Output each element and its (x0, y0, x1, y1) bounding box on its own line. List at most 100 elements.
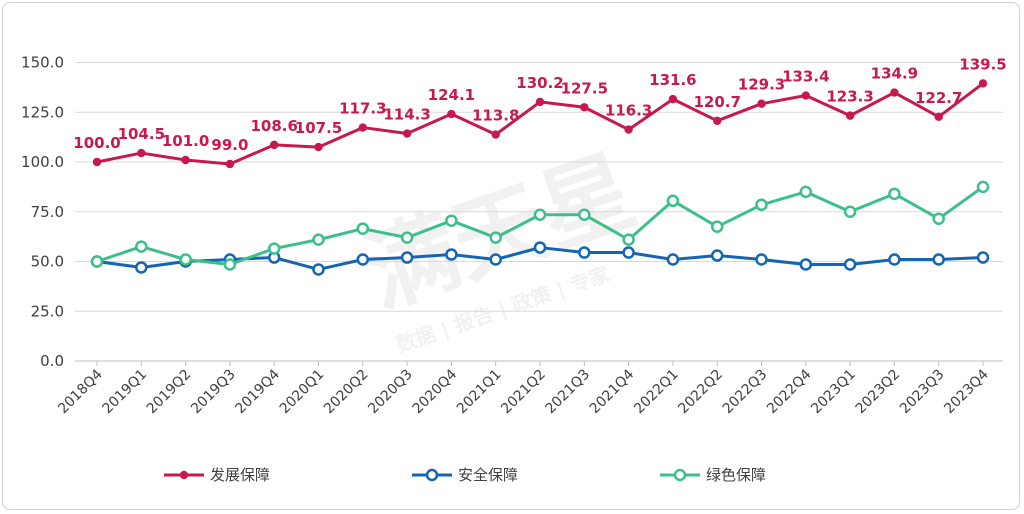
data-label: 104.5 (118, 125, 165, 143)
series-2-point (932, 212, 945, 225)
data-label: 124.1 (428, 86, 475, 104)
series-1-point (799, 258, 813, 271)
series-2-point (445, 214, 458, 227)
series-0-point (447, 109, 456, 119)
y-tick-label: 100.0 (21, 153, 64, 171)
data-label: 101.0 (162, 132, 209, 150)
data-label: 114.3 (383, 106, 430, 124)
series-0-point (314, 142, 323, 152)
data-label: 129.3 (738, 76, 785, 94)
series-lines (90, 79, 990, 276)
series-2-point (578, 208, 591, 221)
series-2-point (400, 231, 414, 244)
data-label: 99.0 (211, 136, 248, 154)
series-0-point (668, 94, 678, 104)
x-tick-label: 2022Q3 (720, 367, 771, 418)
x-tick-label: 2020Q2 (321, 367, 372, 418)
series-1-point (356, 253, 370, 266)
series-2-point (799, 185, 813, 199)
series-0-point (358, 123, 367, 132)
legend-label-0: 发展保障 (210, 466, 270, 484)
x-tick-label: 2021Q2 (498, 367, 549, 418)
series-1-point (932, 253, 945, 266)
x-tick-label: 2020Q1 (277, 367, 328, 418)
data-label: 133.4 (782, 68, 829, 86)
x-tick-label: 2019Q1 (100, 367, 151, 418)
data-label: 127.5 (561, 79, 608, 97)
series-2-point (710, 220, 724, 233)
series-1-point (312, 263, 325, 276)
x-tick-label: 2021Q3 (543, 367, 594, 418)
series-0-point (890, 88, 899, 97)
x-tick-label: 2022Q2 (675, 367, 726, 418)
data-label: 123.3 (826, 88, 873, 106)
series-0-point (92, 157, 102, 167)
y-tick-label: 150.0 (21, 54, 64, 72)
series-0-point (978, 79, 988, 88)
x-tick-label: 2020Q4 (410, 366, 461, 417)
series-0-point (845, 111, 855, 120)
legend-marker (673, 468, 687, 482)
series-0-point (225, 159, 235, 169)
series-2-point (179, 253, 192, 266)
series-0-point (934, 112, 943, 122)
data-label: 108.6 (250, 117, 297, 135)
data-label: 107.5 (295, 119, 342, 137)
data-label: 139.5 (959, 55, 1006, 73)
series-0-point (491, 130, 500, 139)
data-label: 116.3 (605, 102, 652, 120)
data-label: 134.9 (871, 65, 918, 83)
series-2-point (976, 180, 990, 194)
series-2-point (533, 208, 547, 221)
x-tick-label: 2019Q3 (188, 367, 239, 418)
x-tick-label: 2019Q2 (144, 367, 195, 418)
series-1-point (400, 251, 414, 264)
series-1-point (533, 241, 547, 254)
series-2-point (90, 255, 104, 268)
legend: 发展保障 安全保障 绿色保障 (164, 466, 766, 484)
y-tick-label: 0.0 (40, 352, 64, 370)
series-2-point (622, 233, 635, 246)
series-0-point (181, 155, 190, 165)
series-2-point (666, 194, 680, 208)
series-1-point (976, 251, 990, 264)
legend-label-2: 绿色保障 (706, 466, 766, 484)
x-axis: 2018Q42019Q12019Q22019Q32019Q42020Q12020… (55, 361, 992, 417)
series-2-point (755, 198, 768, 212)
data-label: 100.0 (73, 134, 120, 152)
series-2-point (267, 242, 281, 255)
y-axis: 0.0 25.0 50.0 75.0 100.0 125.0 150.0 (21, 54, 64, 371)
x-tick-label: 2023Q3 (897, 367, 948, 418)
x-tick-label: 2022Q1 (631, 367, 682, 418)
x-tick-label: 2021Q1 (454, 367, 505, 418)
series-2-point (489, 231, 502, 244)
series-2-point (356, 222, 370, 235)
series-1-point (445, 248, 458, 261)
data-label: 113.8 (472, 107, 519, 125)
series-0-point (624, 125, 633, 134)
y-tick-label: 75.0 (31, 203, 64, 221)
series-2-point (135, 240, 148, 253)
series-0-point (270, 140, 279, 150)
legend-marker (425, 468, 439, 482)
series-0-point (713, 116, 722, 126)
x-tick-label: 2021Q4 (587, 366, 638, 417)
series-1-point (489, 253, 502, 266)
x-tick-label: 2019Q4 (232, 366, 283, 417)
data-label: 131.6 (649, 71, 696, 89)
series-2-point (223, 258, 237, 271)
legend-label-1: 安全保障 (458, 466, 518, 484)
data-label: 117.3 (339, 100, 386, 118)
data-label: 122.7 (915, 89, 962, 107)
x-tick-label: 2023Q4 (941, 366, 992, 417)
series-2-point (888, 187, 901, 201)
series-0-point (137, 148, 146, 158)
series-1-point (666, 253, 680, 266)
x-tick-label: 2023Q2 (853, 367, 904, 418)
x-tick-label: 2018Q4 (55, 366, 106, 417)
series-1-point (578, 246, 591, 259)
series-1-point (755, 253, 768, 266)
